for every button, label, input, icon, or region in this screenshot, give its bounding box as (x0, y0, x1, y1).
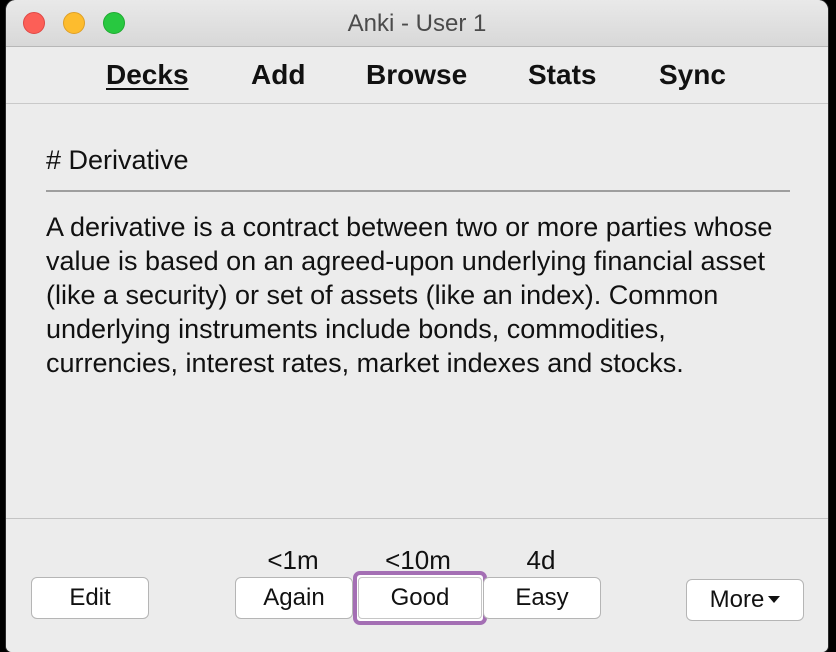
good-button[interactable]: Good (353, 571, 487, 625)
easy-interval: 4d (526, 545, 556, 575)
card-back-text: A derivative is a contract between two o… (46, 212, 773, 378)
again-button[interactable]: Again (235, 577, 353, 619)
toolbar-stats-link[interactable]: Stats (528, 59, 597, 90)
answer-bar: Edit <1m Again <10m Good 4d Easy More (6, 518, 828, 652)
minimize-window-button[interactable] (63, 12, 85, 34)
anki-window: Anki - User 1 Decks Add Browse Stats Syn… (6, 0, 828, 652)
card-front-text: # Derivative (46, 145, 790, 192)
edit-button[interactable]: Edit (31, 577, 149, 619)
title-bar: Anki - User 1 (6, 0, 828, 47)
main-toolbar: Decks Add Browse Stats Sync (6, 47, 828, 104)
toolbar-browse-link[interactable]: Browse (366, 59, 468, 90)
again-interval: <1m (267, 545, 319, 575)
card-content: # Derivative A derivative is a contract … (46, 145, 790, 380)
zoom-window-button[interactable] (103, 12, 125, 34)
good-interval: <10m (385, 545, 451, 575)
toolbar-sync-link[interactable]: Sync (659, 59, 726, 90)
good-button-label: Good (358, 577, 482, 619)
toolbar-add-link[interactable]: Add (251, 59, 306, 90)
more-button-label: More (709, 586, 765, 613)
more-button[interactable]: More (686, 579, 804, 621)
toolbar-decks-link[interactable]: Decks (106, 59, 189, 90)
easy-button[interactable]: Easy (483, 577, 601, 619)
close-window-button[interactable] (23, 12, 45, 34)
window-title: Anki - User 1 (347, 10, 487, 37)
caret-down-icon (768, 596, 781, 604)
